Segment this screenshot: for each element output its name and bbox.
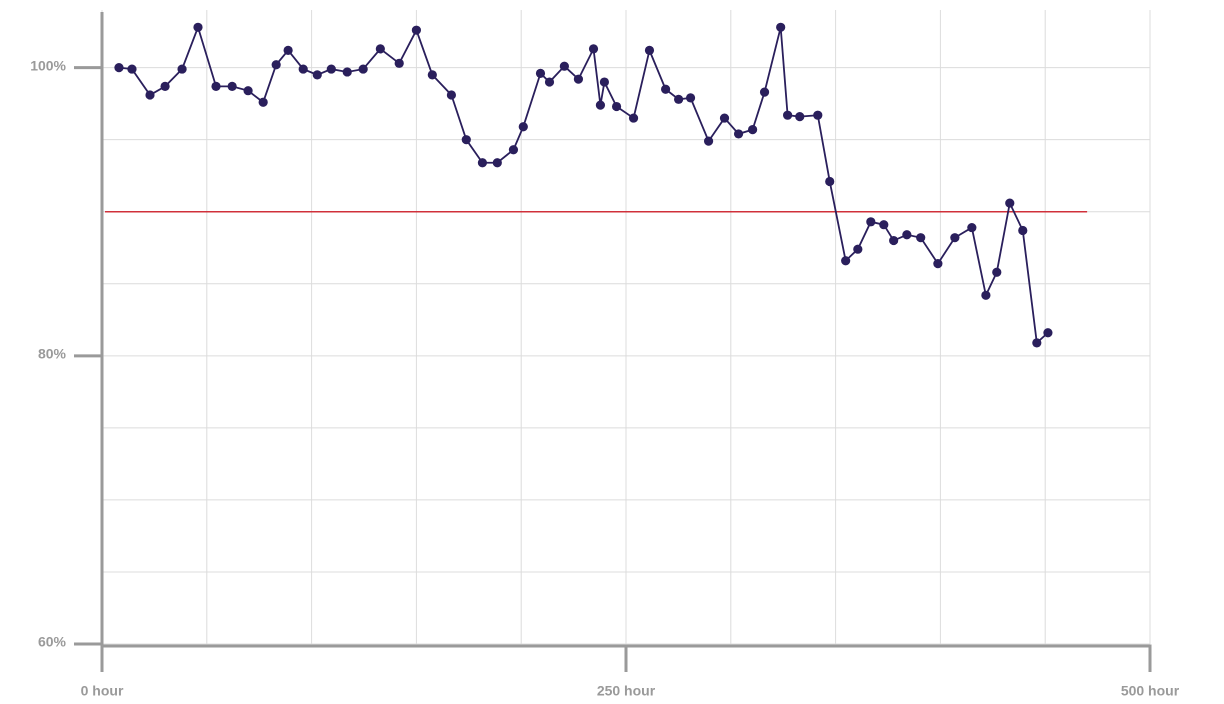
- data-point: [644, 45, 655, 55]
- data-point: [114, 63, 124, 73]
- data-point: [981, 290, 991, 300]
- data-point: [595, 100, 606, 110]
- data-point: [674, 94, 684, 104]
- data-point: [298, 64, 308, 74]
- data-point: [461, 135, 471, 145]
- data-point: [375, 44, 385, 54]
- data-point: [271, 60, 281, 70]
- data-point: [599, 77, 610, 87]
- data-point: [358, 64, 368, 74]
- data-point: [518, 122, 528, 132]
- data-point: [813, 110, 823, 120]
- data-point: [733, 129, 744, 139]
- data-point: [1005, 198, 1015, 208]
- data-point: [1032, 338, 1042, 348]
- data-point: [950, 233, 960, 243]
- data-point: [160, 81, 170, 91]
- data-point: [916, 233, 926, 243]
- data-point: [573, 74, 584, 84]
- data-point: [211, 81, 221, 91]
- data-point: [795, 112, 805, 122]
- data-point: [492, 158, 502, 168]
- data-point: [783, 110, 793, 120]
- data-point: [535, 68, 546, 78]
- data-point: [703, 136, 714, 146]
- data-point: [825, 176, 835, 187]
- data-point: [747, 124, 758, 135]
- y-tick-label: 100%: [30, 57, 66, 73]
- data-point: [477, 158, 488, 168]
- data-point: [559, 61, 569, 71]
- data-point: [628, 113, 639, 123]
- data-point: [127, 64, 137, 74]
- data-point: [145, 90, 155, 100]
- data-point: [508, 145, 519, 155]
- data-point: [1043, 328, 1053, 338]
- data-point: [719, 113, 730, 123]
- data-point: [394, 58, 404, 68]
- data-point: [685, 93, 696, 103]
- data-point: [902, 230, 912, 240]
- data-point: [759, 87, 770, 97]
- data-point: [1018, 225, 1028, 236]
- data-point: [312, 70, 322, 80]
- data-point: [866, 217, 876, 227]
- data-point: [588, 44, 599, 54]
- data-point: [227, 81, 237, 91]
- data-point: [326, 64, 336, 74]
- data-point: [342, 67, 352, 77]
- data-point: [841, 256, 851, 266]
- y-tick-label: 80%: [38, 346, 67, 362]
- data-point: [992, 267, 1002, 277]
- data-point: [193, 22, 203, 32]
- y-tick-label: 60%: [38, 634, 67, 650]
- data-point: [853, 244, 863, 254]
- data-point: [967, 222, 977, 233]
- data-point: [446, 90, 457, 100]
- data-point: [611, 101, 622, 112]
- data-point: [661, 84, 671, 94]
- series-line: [118, 24, 1049, 345]
- data-point: [879, 220, 889, 230]
- data-point: [776, 22, 786, 32]
- data-point: [283, 45, 293, 55]
- data-point: [177, 64, 187, 74]
- x-tick-label: 0 hour: [81, 683, 124, 699]
- data-point: [258, 97, 268, 107]
- data-point: [427, 70, 437, 80]
- data-point: [411, 25, 421, 35]
- data-point: [889, 235, 899, 246]
- x-tick-label: 500 hour: [1121, 683, 1180, 699]
- data-point: [544, 77, 555, 87]
- data-point: [243, 86, 253, 96]
- x-tick-label: 250 hour: [597, 683, 656, 699]
- data-point: [933, 259, 943, 269]
